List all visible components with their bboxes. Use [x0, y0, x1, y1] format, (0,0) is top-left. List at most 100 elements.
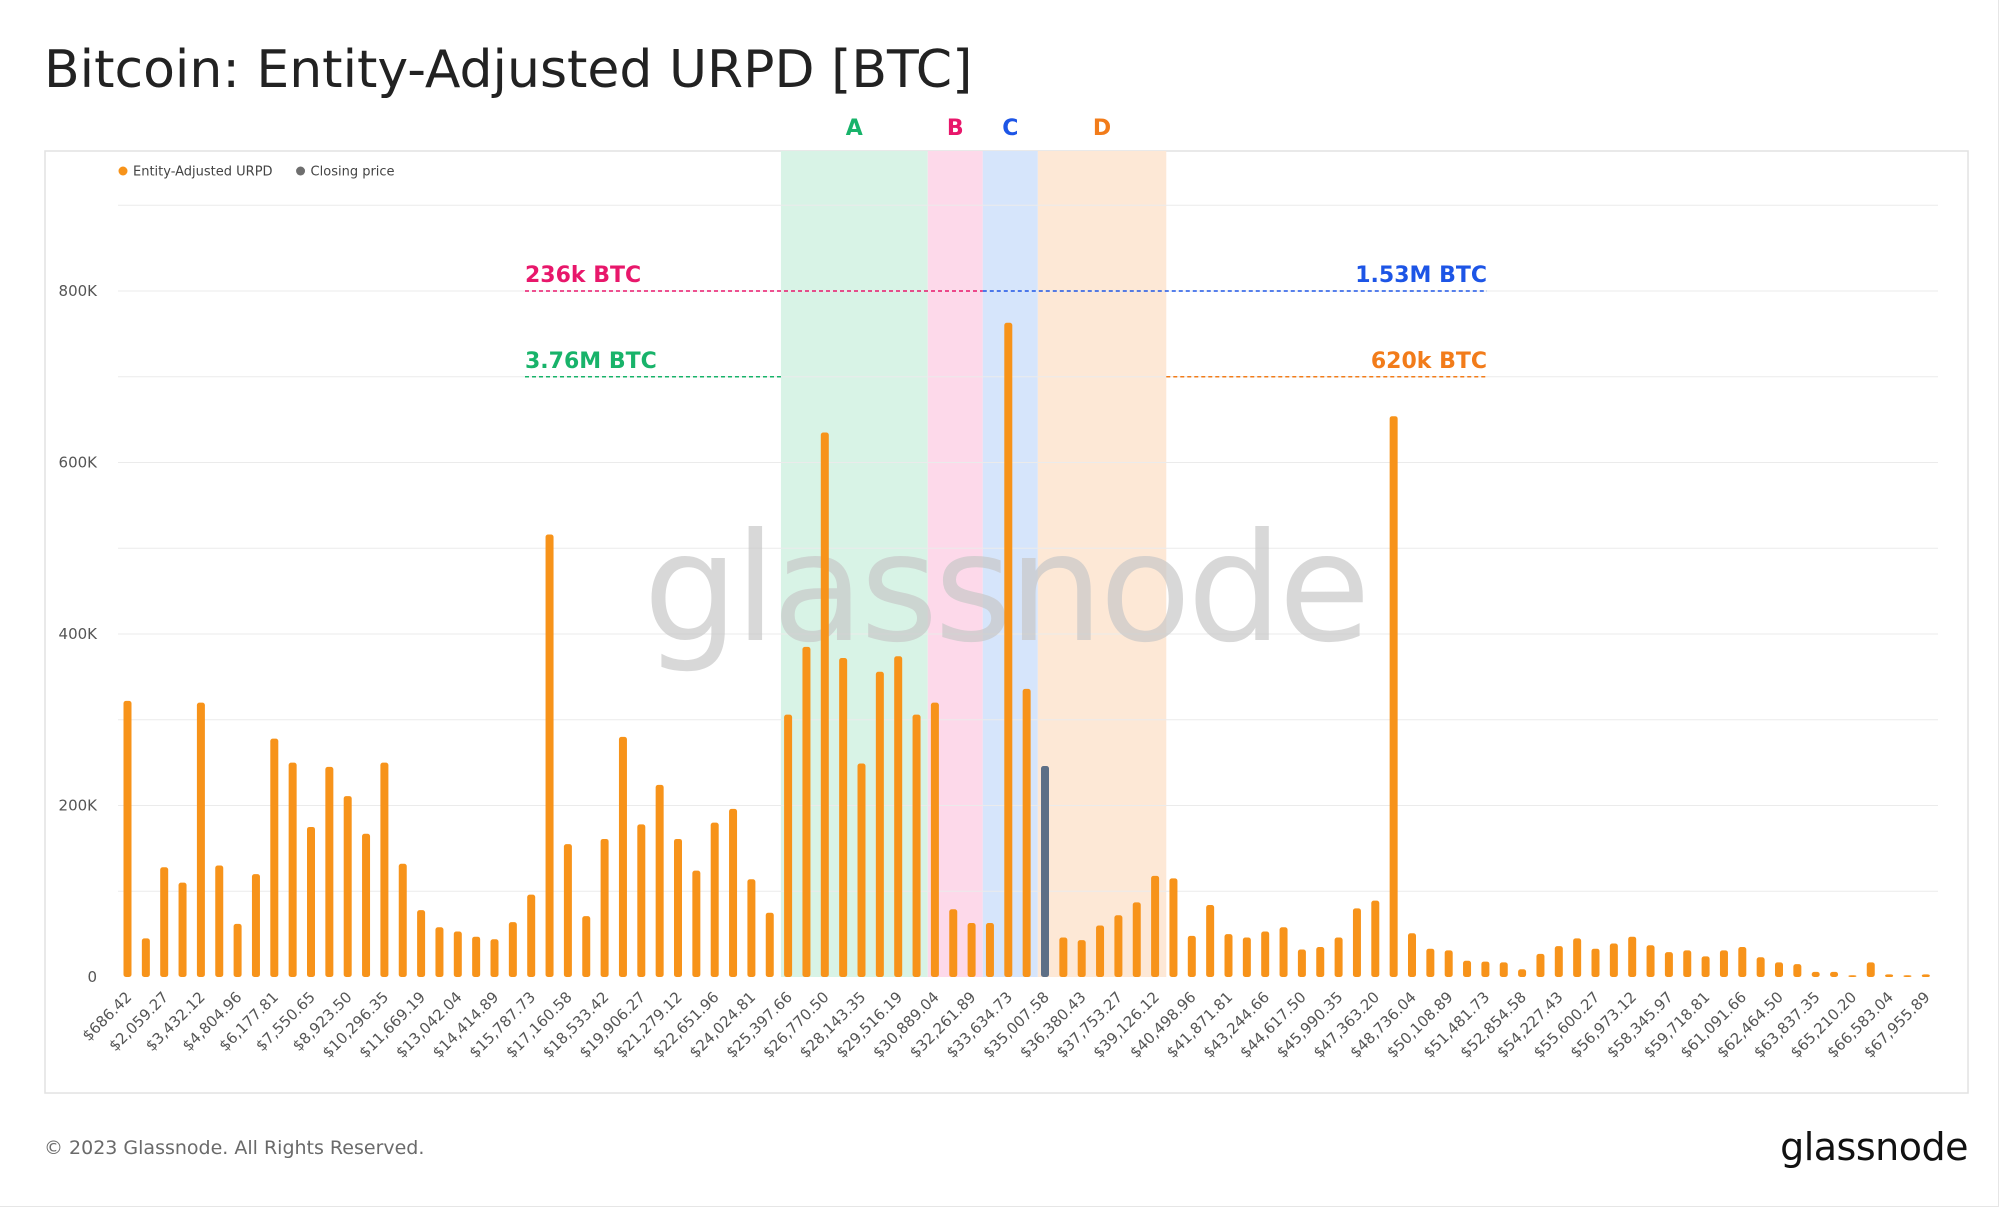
urpd-bar[interactable]: [1408, 933, 1416, 977]
urpd-bar[interactable]: [765, 912, 774, 977]
legend-entry[interactable]: Closing price: [311, 165, 395, 180]
urpd-bar[interactable]: [1646, 945, 1655, 977]
urpd-bar[interactable]: [1224, 934, 1233, 977]
urpd-bar[interactable]: [967, 922, 976, 977]
urpd-bar[interactable]: [820, 432, 829, 977]
urpd-bar[interactable]: [1499, 962, 1508, 977]
urpd-bar[interactable]: [747, 879, 756, 977]
urpd-bar[interactable]: [1518, 969, 1527, 977]
urpd-bar[interactable]: [1775, 962, 1783, 977]
urpd-bar[interactable]: [1811, 971, 1820, 977]
urpd-bar[interactable]: [582, 916, 591, 977]
urpd-bar[interactable]: [875, 671, 884, 977]
urpd-bar[interactable]: [1903, 975, 1912, 977]
urpd-bar[interactable]: [398, 863, 407, 977]
urpd-bar[interactable]: [1481, 961, 1490, 977]
urpd-bar[interactable]: [251, 874, 260, 977]
urpd-bar[interactable]: [1536, 953, 1545, 977]
urpd-bar[interactable]: [1279, 927, 1288, 977]
urpd-bar[interactable]: [1444, 950, 1453, 977]
urpd-bar[interactable]: [160, 867, 169, 977]
glassnode-logo[interactable]: glassnode: [1780, 1125, 1968, 1169]
urpd-bar[interactable]: [600, 838, 609, 977]
legend[interactable]: Entity-Adjusted URPD Closing price: [118, 165, 395, 180]
urpd-bar[interactable]: [343, 796, 352, 977]
urpd-bar[interactable]: [1371, 900, 1380, 977]
urpd-bar[interactable]: [1591, 948, 1600, 977]
urpd-bar[interactable]: [1885, 974, 1894, 977]
urpd-bar[interactable]: [417, 910, 426, 977]
urpd-bar[interactable]: [784, 714, 793, 977]
urpd-bar[interactable]: [270, 738, 279, 977]
urpd-bar[interactable]: [1077, 940, 1086, 977]
legend-entry[interactable]: Entity-Adjusted URPD: [133, 165, 273, 180]
urpd-bar[interactable]: [1206, 904, 1215, 977]
urpd-bar[interactable]: [1426, 948, 1435, 977]
urpd-bar[interactable]: [1866, 962, 1875, 977]
urpd-bar[interactable]: [618, 736, 627, 977]
urpd-bar[interactable]: [233, 923, 242, 977]
urpd-bar[interactable]: [1719, 950, 1728, 977]
urpd-bar[interactable]: [1921, 974, 1930, 977]
urpd-bar[interactable]: [1463, 960, 1472, 977]
urpd-bar[interactable]: [1352, 908, 1361, 977]
urpd-bar[interactable]: [178, 882, 187, 977]
urpd-bar[interactable]: [839, 658, 848, 977]
urpd-bar[interactable]: [325, 766, 334, 977]
urpd-bar[interactable]: [1848, 975, 1857, 977]
urpd-bar[interactable]: [1022, 688, 1031, 977]
urpd-bar[interactable]: [1297, 949, 1306, 977]
urpd-bar[interactable]: [545, 534, 554, 977]
urpd-bar[interactable]: [1609, 943, 1618, 977]
urpd-bar[interactable]: [472, 936, 481, 977]
urpd-bar[interactable]: [1059, 937, 1068, 977]
urpd-bar[interactable]: [1573, 938, 1582, 977]
urpd-bar[interactable]: [692, 870, 701, 977]
closing-price-bar[interactable]: [1041, 766, 1049, 977]
urpd-bar[interactable]: [380, 762, 389, 977]
urpd-bar[interactable]: [1628, 936, 1637, 977]
urpd-bar[interactable]: [1683, 950, 1692, 977]
urpd-bar[interactable]: [1169, 878, 1178, 977]
urpd-bar[interactable]: [894, 656, 903, 977]
urpd-bar[interactable]: [1114, 915, 1123, 977]
urpd-bar[interactable]: [1096, 925, 1105, 977]
urpd-bar[interactable]: [141, 938, 150, 977]
urpd-bar[interactable]: [674, 838, 682, 977]
urpd-bar[interactable]: [1316, 946, 1325, 977]
urpd-bar[interactable]: [985, 922, 994, 977]
urpd-bar[interactable]: [1793, 964, 1802, 977]
urpd-bar[interactable]: [912, 714, 921, 977]
urpd-bar[interactable]: [1187, 935, 1196, 977]
urpd-bar[interactable]: [1242, 937, 1251, 977]
urpd-bar[interactable]: [802, 646, 811, 977]
urpd-bar[interactable]: [215, 865, 224, 977]
urpd-bar[interactable]: [196, 702, 205, 977]
urpd-bar[interactable]: [1334, 937, 1343, 977]
urpd-bar[interactable]: [1004, 322, 1013, 977]
urpd-bar[interactable]: [1554, 946, 1563, 977]
urpd-bar[interactable]: [1389, 416, 1398, 977]
urpd-bar[interactable]: [527, 894, 536, 977]
urpd-bar[interactable]: [123, 700, 132, 977]
urpd-bar[interactable]: [508, 922, 517, 977]
urpd-bar[interactable]: [563, 844, 572, 977]
urpd-bar[interactable]: [1151, 875, 1160, 977]
urpd-bar[interactable]: [710, 822, 719, 977]
urpd-bar[interactable]: [857, 763, 866, 977]
urpd-bar[interactable]: [1701, 956, 1710, 977]
urpd-bar[interactable]: [930, 702, 939, 977]
urpd-bar[interactable]: [1132, 902, 1141, 977]
urpd-bar[interactable]: [288, 762, 297, 977]
urpd-bar[interactable]: [729, 808, 738, 977]
urpd-bar[interactable]: [1664, 952, 1673, 977]
urpd-bar[interactable]: [435, 927, 444, 977]
urpd-bar[interactable]: [637, 824, 646, 977]
urpd-bar[interactable]: [490, 939, 499, 977]
urpd-bar[interactable]: [1261, 931, 1270, 977]
urpd-bar[interactable]: [949, 909, 958, 977]
urpd-bar[interactable]: [307, 826, 315, 977]
urpd-bar[interactable]: [1738, 946, 1747, 977]
urpd-bar[interactable]: [655, 784, 664, 977]
urpd-bar[interactable]: [453, 931, 462, 977]
